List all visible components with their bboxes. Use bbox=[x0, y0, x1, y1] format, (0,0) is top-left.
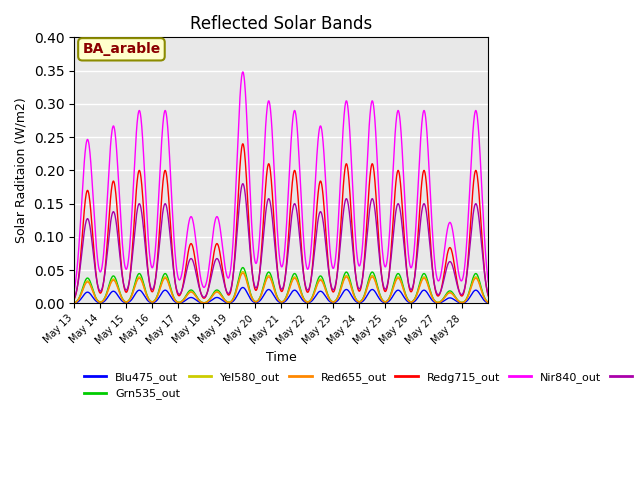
Red655_out bbox=[70, 300, 78, 306]
Grn535_out bbox=[269, 281, 277, 287]
Yel580_out bbox=[135, 274, 143, 280]
Redg715_out bbox=[378, 275, 386, 281]
Grn535_out bbox=[239, 264, 247, 270]
Nir840_out bbox=[484, 279, 492, 285]
Nir945_out bbox=[269, 227, 277, 233]
Redg715_out bbox=[439, 280, 447, 286]
Yel580_out bbox=[70, 300, 78, 306]
Nir945_out bbox=[239, 181, 247, 187]
Grn535_out bbox=[378, 296, 386, 302]
Red655_out bbox=[135, 276, 143, 281]
Grn535_out bbox=[439, 297, 447, 302]
Y-axis label: Solar Raditaion (W/m2): Solar Raditaion (W/m2) bbox=[15, 97, 28, 243]
Red655_out bbox=[262, 279, 269, 285]
Line: Nir840_out: Nir840_out bbox=[74, 72, 488, 291]
Nir840_out bbox=[135, 108, 143, 114]
Nir945_out bbox=[135, 201, 143, 207]
Blu475_out bbox=[479, 296, 487, 302]
Yel580_out bbox=[262, 278, 269, 284]
Nir945_out bbox=[70, 296, 78, 301]
Grn535_out bbox=[262, 275, 269, 281]
Red655_out bbox=[378, 297, 386, 302]
Text: BA_arable: BA_arable bbox=[83, 42, 161, 56]
Line: Grn535_out: Grn535_out bbox=[74, 267, 488, 303]
Redg715_out bbox=[262, 184, 269, 190]
Redg715_out bbox=[269, 208, 277, 214]
Nir840_out bbox=[262, 124, 269, 130]
Line: Yel580_out: Yel580_out bbox=[74, 272, 488, 303]
Nir945_out bbox=[439, 282, 447, 288]
Title: Reflected Solar Bands: Reflected Solar Bands bbox=[190, 15, 372, 33]
Blu475_out bbox=[484, 300, 492, 306]
Blu475_out bbox=[269, 292, 277, 298]
Red655_out bbox=[269, 284, 277, 290]
X-axis label: Time: Time bbox=[266, 351, 296, 364]
Nir945_out bbox=[262, 211, 269, 216]
Yel580_out bbox=[378, 297, 386, 302]
Redg715_out bbox=[70, 297, 78, 302]
Nir840_out bbox=[439, 261, 447, 267]
Yel580_out bbox=[239, 269, 247, 275]
Nir840_out bbox=[239, 69, 247, 75]
Blu475_out bbox=[239, 285, 247, 290]
Red655_out bbox=[484, 300, 492, 305]
Yel580_out bbox=[479, 292, 487, 298]
Nir945_out bbox=[479, 258, 487, 264]
Blu475_out bbox=[70, 300, 78, 306]
Blu475_out bbox=[439, 299, 447, 304]
Legend: Blu475_out, Grn535_out, Yel580_out, Red655_out, Redg715_out, Nir840_out, Nir945_: Blu475_out, Grn535_out, Yel580_out, Red6… bbox=[79, 368, 640, 404]
Red655_out bbox=[239, 270, 247, 276]
Nir945_out bbox=[484, 292, 492, 298]
Redg715_out bbox=[484, 293, 492, 299]
Nir840_out bbox=[70, 288, 78, 294]
Grn535_out bbox=[70, 300, 78, 306]
Red655_out bbox=[439, 297, 447, 303]
Yel580_out bbox=[439, 297, 447, 303]
Nir840_out bbox=[378, 242, 386, 248]
Nir945_out bbox=[378, 275, 386, 281]
Yel580_out bbox=[484, 300, 492, 305]
Nir840_out bbox=[479, 210, 487, 216]
Line: Nir945_out: Nir945_out bbox=[74, 184, 488, 299]
Line: Red655_out: Red655_out bbox=[74, 273, 488, 303]
Red655_out bbox=[479, 292, 487, 298]
Nir840_out bbox=[269, 153, 277, 158]
Line: Blu475_out: Blu475_out bbox=[74, 288, 488, 303]
Blu475_out bbox=[262, 289, 269, 295]
Yel580_out bbox=[269, 283, 277, 289]
Grn535_out bbox=[484, 300, 492, 305]
Grn535_out bbox=[135, 271, 143, 276]
Line: Redg715_out: Redg715_out bbox=[74, 144, 488, 300]
Blu475_out bbox=[135, 288, 143, 293]
Blu475_out bbox=[378, 299, 386, 304]
Redg715_out bbox=[479, 251, 487, 257]
Grn535_out bbox=[479, 291, 487, 297]
Redg715_out bbox=[135, 168, 143, 174]
Redg715_out bbox=[239, 141, 247, 147]
